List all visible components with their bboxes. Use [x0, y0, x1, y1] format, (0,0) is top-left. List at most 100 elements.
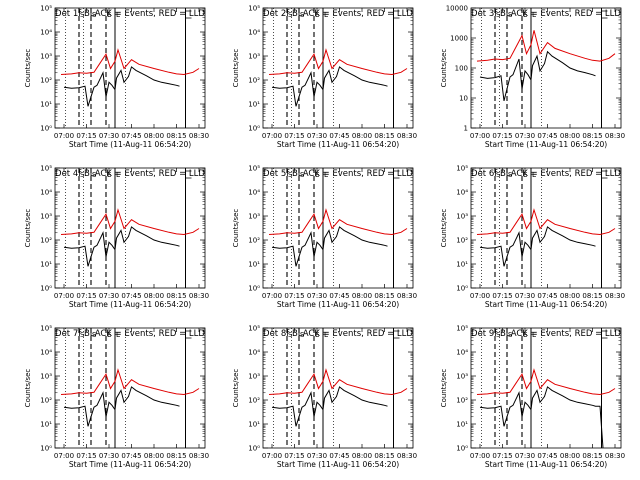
x-tick-label: 07:00: [54, 292, 74, 300]
y-tick-label: 10³: [248, 213, 260, 221]
marker-label: E: [532, 171, 536, 179]
y-tick-label: 10⁴: [456, 349, 468, 357]
x-tick-label: 08:00: [560, 452, 580, 460]
x-tick-label: 07:30: [515, 292, 535, 300]
marker-label: S: [496, 331, 501, 339]
x-tick-label: 07:30: [99, 292, 119, 300]
panel-title: Det 6f BLACK = Events, RED = LLD: [471, 169, 621, 179]
y-tick-label: 10⁵: [40, 5, 52, 13]
end-bracket: [393, 330, 400, 339]
x-tick-label: 08:15: [374, 292, 394, 300]
lld-series-line: [268, 208, 408, 236]
x-tick-label: 07:30: [515, 132, 535, 140]
x-tick-label: 08:15: [166, 452, 186, 460]
x-axis-label: Start Time (11-Aug-11 06:54:20): [69, 140, 191, 149]
x-tick-label: 07:45: [329, 292, 349, 300]
chart-panel-4: S S E E 07:00 07:15 07:30 07:45 08:00 08:15 08:30 1…: [24, 165, 209, 310]
chart-panel-9: S S E E 07:00 07:15 07:30 07:45 08:00 08:15 08:30 1…: [440, 325, 625, 470]
y-tick-label: 10²: [248, 237, 260, 245]
x-tick-label: 08:30: [605, 452, 625, 460]
x-axis-label: Start Time (11-Aug-11 06:54:20): [69, 460, 191, 469]
events-series-line: [271, 66, 388, 107]
x-tick-label: 07:00: [262, 292, 282, 300]
plot-frame: [470, 327, 622, 449]
x-tick-label: 08:00: [352, 452, 372, 460]
marker-label: E: [107, 331, 111, 339]
y-tick-label: 10⁰: [40, 285, 52, 293]
x-tick-label: 07:15: [284, 132, 304, 140]
lld-series-line: [60, 368, 200, 396]
plot-frame: [262, 167, 414, 289]
y-tick-label: 100: [455, 65, 468, 73]
marker-label: E: [107, 171, 111, 179]
marker-label: S: [80, 11, 85, 19]
chart-panel-5: S S E E 07:00 07:15 07:30 07:45 08:00 08:15 08:30 1…: [232, 165, 417, 310]
y-tick-label: 10³: [40, 213, 52, 221]
x-tick-label: 07:45: [537, 452, 557, 460]
lld-series-line: [268, 48, 408, 76]
marker-label: S: [496, 11, 501, 19]
x-tick-label: 07:45: [121, 132, 141, 140]
y-tick-label: 10⁴: [456, 189, 468, 197]
marker-label: S: [288, 11, 293, 19]
y-axis-label: Counts/sec: [440, 49, 448, 88]
panel-title: Det 1f BLACK = Events, RED = LLD: [55, 9, 205, 19]
y-axis-label: Counts/sec: [24, 209, 32, 248]
chart-panel-2: S S E E 07:00 07:15 07:30 07:45 08:00 08:15 08:30 1…: [232, 5, 417, 150]
y-tick-label: 10⁰: [248, 285, 260, 293]
x-tick-label: 07:15: [492, 132, 512, 140]
marker-label: S: [508, 171, 513, 179]
marker-label: E: [116, 331, 120, 339]
x-tick-label: 07:30: [515, 452, 535, 460]
x-tick-label: 08:00: [144, 452, 164, 460]
x-tick-label: 07:00: [262, 132, 282, 140]
x-tick-label: 07:15: [76, 292, 96, 300]
y-tick-label: 10⁵: [248, 5, 260, 13]
x-tick-label: 08:15: [582, 292, 602, 300]
y-axis-label: Counts/sec: [24, 49, 32, 88]
marker-label: E: [107, 11, 111, 19]
y-tick-label: 10¹: [456, 421, 468, 429]
chart-panel-7: S S E E 07:00 07:15 07:30 07:45 08:00 08:15 08:30 1…: [24, 325, 209, 470]
marker-label: E: [532, 331, 536, 339]
x-tick-label: 07:30: [99, 452, 119, 460]
marker-label: S: [92, 171, 97, 179]
y-tick-label: 10⁰: [40, 445, 52, 453]
y-tick-label: 10³: [456, 213, 468, 221]
marker-label: S: [92, 11, 97, 19]
y-tick-label: 10⁰: [40, 125, 52, 133]
marker-label: S: [508, 331, 513, 339]
x-tick-label: 07:45: [329, 452, 349, 460]
y-tick-label: 10²: [248, 77, 260, 85]
marker-label: S: [288, 171, 293, 179]
y-tick-label: 10⁵: [248, 165, 260, 173]
y-tick-label: 10²: [40, 397, 52, 405]
y-tick-label: 10¹: [248, 261, 260, 269]
y-axis-label: Counts/sec: [232, 209, 240, 248]
x-tick-label: 08:15: [166, 292, 186, 300]
y-tick-label: 10⁵: [456, 165, 468, 173]
x-tick-label: 07:15: [492, 292, 512, 300]
y-tick-label: 10: [459, 95, 468, 103]
y-tick-label: 10000: [446, 5, 468, 13]
y-tick-label: 10³: [456, 373, 468, 381]
y-tick-label: 10⁰: [248, 125, 260, 133]
events-series-line: [271, 386, 388, 427]
y-tick-label: 10⁵: [40, 325, 52, 333]
marker-label: S: [300, 171, 305, 179]
panel-title: Det 2f BLACK = Events, RED = LLD: [263, 9, 413, 19]
lld-series-line: [268, 368, 408, 396]
x-axis-label: Start Time (11-Aug-11 06:54:20): [69, 300, 191, 309]
plot-frame: [262, 7, 414, 129]
x-axis-label: Start Time (11-Aug-11 06:54:20): [277, 140, 399, 149]
y-tick-label: 10⁰: [456, 285, 468, 293]
marker-label: E: [523, 11, 527, 19]
x-tick-label: 07:15: [284, 292, 304, 300]
y-axis-label: Counts/sec: [24, 369, 32, 408]
x-tick-label: 08:30: [605, 292, 625, 300]
y-tick-label: 10⁴: [248, 349, 260, 357]
y-tick-label: 10²: [40, 77, 52, 85]
x-tick-label: 07:00: [470, 292, 490, 300]
x-tick-label: 08:15: [374, 132, 394, 140]
